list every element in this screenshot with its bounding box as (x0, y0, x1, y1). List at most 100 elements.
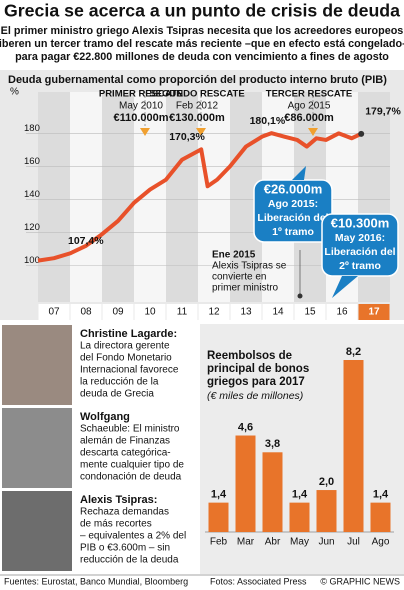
data-label: 170,3% (169, 131, 205, 143)
bar (289, 502, 310, 532)
subtitle: para pagar €22.800 millones de deuda con… (15, 51, 389, 63)
profile-text: Schaeuble: El ministro (80, 424, 180, 435)
event-text: primer ministro (212, 283, 279, 294)
footer-credit: © GRAPHIC NEWS (320, 576, 400, 586)
x-tick-label: Jun (318, 537, 334, 548)
y-tick-label: 140 (24, 189, 40, 200)
callout-text: 1º tramo (272, 226, 314, 238)
chart-subtitle: (€ miles de millones) (207, 390, 303, 402)
chart-title: principal de bonos (207, 363, 309, 375)
callout-text: May 2016: (335, 232, 385, 244)
x-tick-band (294, 304, 326, 320)
rescue-date: Ago 2015 (288, 101, 331, 112)
profile-text: Internacional favorece (80, 365, 179, 376)
profile-name: Christine Lagarde: (80, 328, 177, 340)
profile-text: del Fondo Monetario (80, 353, 172, 364)
rescue-marker (196, 128, 206, 136)
footer-sources: Fuentes: Eurostat, Banco Mundial, Bloomb… (4, 576, 188, 586)
data-label: 4,6 (238, 421, 253, 433)
x-tick-label: 08 (80, 307, 92, 318)
x-tick-band (102, 304, 134, 320)
rescue-date: Feb 2012 (176, 101, 219, 112)
x-tick-label: 15 (304, 307, 316, 318)
x-tick-band (358, 304, 390, 320)
y-tick-label: 100 (24, 255, 40, 266)
rescue-amount: €86.000m (284, 112, 334, 124)
bar (235, 435, 256, 532)
x-tick-label: Jul (347, 537, 360, 548)
x-tick-band (230, 304, 262, 320)
event-text: Alexis Tsipras se (212, 261, 287, 272)
event-dot (297, 293, 303, 299)
x-tick-label: 14 (272, 307, 284, 318)
callout-text: 2º tramo (339, 260, 381, 272)
x-tick-label: 10 (144, 307, 156, 318)
rescue-date: May 2010 (119, 101, 163, 112)
footer-photos: Fotos: Associated Press (210, 576, 307, 586)
callout-text: €10.300m (331, 215, 390, 230)
data-label: 107,4% (68, 235, 104, 247)
photo (2, 408, 72, 488)
profile-text: PIB o €3.600m – sin (80, 543, 170, 554)
column (102, 92, 134, 302)
profile-name: Wolfgang (80, 411, 130, 423)
profile-text: La directora gerente (80, 341, 170, 352)
data-label: 3,8 (265, 438, 280, 450)
data-label: 1,4 (211, 489, 227, 501)
subtitle: El primer ministro griego Alexis Tsipras… (1, 25, 404, 37)
x-tick-label: Ago (372, 537, 390, 548)
bar (262, 452, 283, 532)
x-tick-band (198, 304, 230, 320)
x-tick-label: Mar (237, 537, 255, 548)
photo (2, 325, 72, 405)
rescue-marker (140, 128, 150, 136)
x-tick-label: 13 (240, 307, 252, 318)
profile-text: alemán de Finanzas (80, 436, 170, 447)
x-tick-label: 07 (48, 307, 60, 318)
x-tick-band (262, 304, 294, 320)
title: Grecia se acerca a un punto de crisis de… (4, 1, 400, 21)
profile-text: condonación de deuda (80, 472, 182, 483)
profile-name: Alexis Tsipras: (80, 494, 157, 506)
chart-title: Reembolsos de (207, 350, 292, 362)
profile-text: la reducción de la (80, 377, 159, 388)
rescue-name: PRIMER RESCATE (99, 89, 183, 100)
x-tick-label: 16 (336, 307, 348, 318)
x-tick-label: 11 (177, 307, 188, 318)
bar (316, 490, 337, 532)
event-text: Ene 2015 (212, 250, 256, 261)
x-tick-label: 12 (208, 307, 220, 318)
column (70, 92, 102, 302)
x-tick-label: May (290, 537, 309, 548)
callout-text: Liberación del (324, 246, 395, 258)
bar (343, 360, 364, 532)
callout-text: Ago 2015: (268, 198, 318, 210)
x-tick-label: Feb (210, 537, 228, 548)
y-tick-label: 160 (24, 156, 40, 167)
column (38, 92, 70, 302)
callout-pointer (292, 166, 306, 180)
x-tick-label: 09 (112, 307, 124, 318)
rescue-name: SEGUNDO RESCATE (149, 89, 244, 100)
data-label: 1,4 (292, 489, 308, 501)
data-label: 180,1% (250, 115, 286, 127)
column (166, 92, 198, 302)
y-tick-label: 120 (24, 222, 40, 233)
data-label: 179,7% (365, 106, 401, 118)
profile-text: mente cualquier tipo de (80, 460, 184, 471)
bar (208, 502, 229, 532)
subtitle: liberen un tercer tramo del rescate más … (0, 38, 404, 50)
rescue-marker (308, 128, 318, 136)
y-tick-label: 180 (24, 123, 40, 134)
callout-text: €26.000m (264, 181, 323, 196)
column (198, 92, 230, 302)
rescue-amount: €130.000m (169, 112, 225, 124)
callout-text: Liberación del (257, 212, 328, 224)
bar-panel (200, 324, 404, 574)
y-unit: % (10, 87, 19, 98)
profile-text: – equivalentes a 2% del (80, 531, 186, 542)
event-text: convierte en (212, 272, 266, 283)
data-label: 1,4 (373, 489, 389, 501)
photo (2, 491, 72, 571)
